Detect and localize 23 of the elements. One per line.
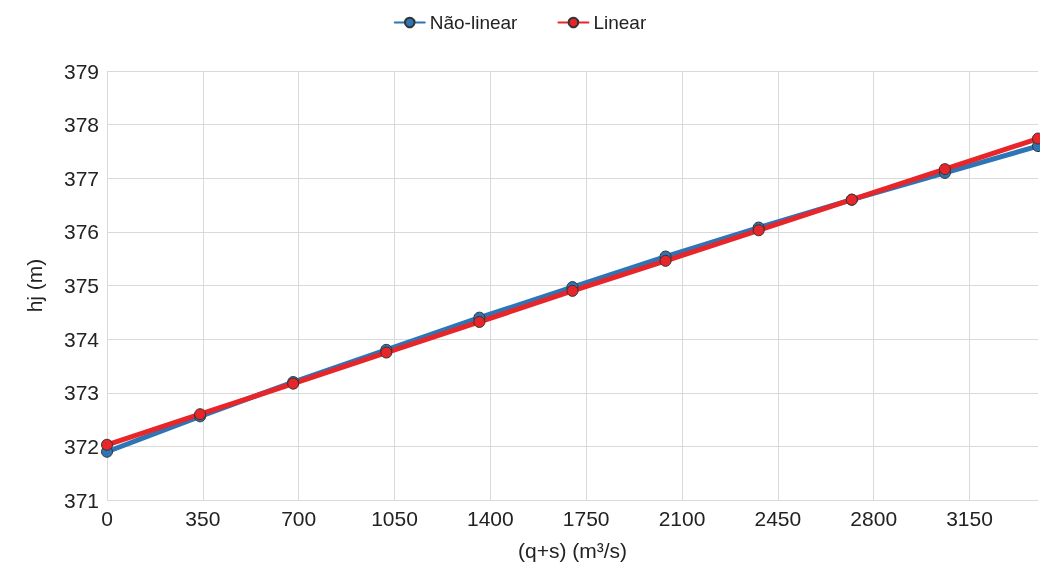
y-tick-label: 377	[63, 166, 99, 190]
x-tick-label: 0	[101, 507, 113, 530]
y-tick-label: 379	[63, 59, 99, 83]
y-tick-label: 378	[63, 113, 99, 137]
x-tick-label: 1050	[371, 507, 418, 530]
x-tick-label: 3150	[946, 507, 993, 530]
y-tick-label: 376	[63, 220, 99, 244]
x-tick-label: 350	[185, 507, 221, 530]
x-tick-label: 2100	[658, 507, 706, 530]
legend-label: Não-linear	[429, 12, 519, 33]
y-tick-label: 373	[63, 381, 99, 405]
y-tick-label: 372	[63, 434, 99, 458]
y-tick-label: 374	[63, 327, 100, 351]
legend-label: Linear	[593, 12, 647, 33]
y-tick-label: 371	[63, 488, 99, 512]
x-tick-label: 2450	[754, 507, 802, 530]
x-tick-label: 2800	[850, 507, 898, 530]
x-axis-title: (q+s) (m³/s)	[517, 539, 628, 562]
x-tick-label: 700	[281, 507, 317, 530]
x-tick-label: 1750	[562, 507, 610, 530]
x-tick-label: 1400	[466, 507, 514, 530]
y-axis-title: hj (m)	[23, 258, 46, 313]
y-tick-label: 375	[63, 274, 99, 297]
